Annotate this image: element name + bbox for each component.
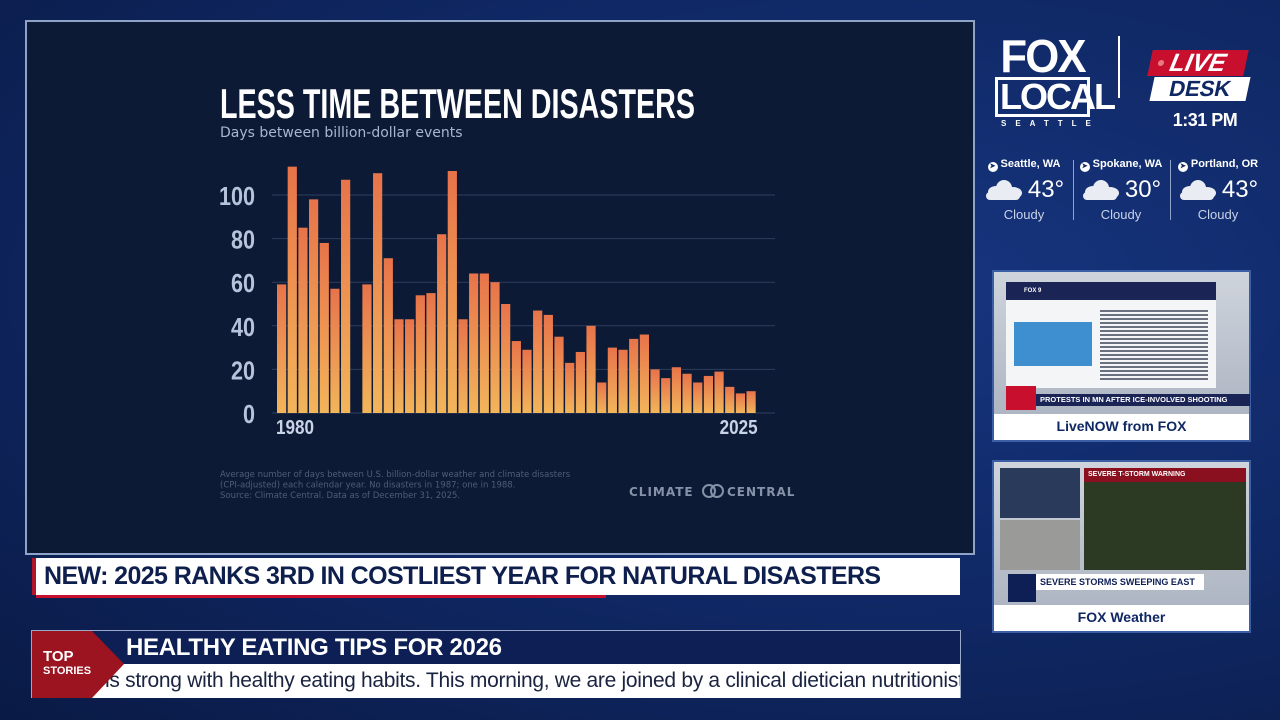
- bar-1991: [383, 258, 393, 413]
- location-pin-icon: ➤: [1177, 162, 1188, 172]
- chart-title: LESS TIME BETWEEN DISASTERS: [220, 80, 695, 127]
- bar-2006: [543, 314, 553, 413]
- bar-1980: [277, 284, 287, 413]
- bar-2011: [597, 382, 607, 413]
- y-tick-label: 80: [231, 225, 255, 255]
- chart-footnote: (CPI-adjusted) each calendar year. No di…: [220, 481, 515, 491]
- bar-2012: [607, 347, 617, 413]
- y-tick-label: 40: [231, 312, 255, 342]
- location-pin-icon: ➤: [1079, 162, 1090, 172]
- x-tick-label: 2025: [720, 417, 758, 439]
- live-badge: LIVE: [1147, 49, 1249, 77]
- bar-2017: [661, 378, 671, 413]
- bar-1994: [415, 295, 425, 413]
- bar-1986: [341, 179, 351, 413]
- fox-local-seattle-logo: FOX LOCAL SEATTLE: [995, 33, 1116, 131]
- bar-1999: [469, 273, 479, 413]
- weather-portland: ➤ Portland, OR 43° Cloudy: [1170, 157, 1266, 223]
- story-title: HEALTHY EATING TIPS FOR 2026: [126, 634, 502, 661]
- bar-1985: [330, 288, 340, 413]
- weather-seattle: ➤ Seattle, WA 43° Cloudy: [976, 157, 1072, 223]
- bar-1982: [298, 227, 308, 413]
- fox-weather-inset[interactable]: SEVERE T-STORM WARNING SEVERE STORMS SWE…: [992, 460, 1251, 633]
- bar-2024: [735, 393, 746, 413]
- divider: [1073, 160, 1074, 220]
- accent-underline: [36, 595, 606, 598]
- bar-2010: [586, 325, 596, 413]
- bar-2004: [522, 349, 532, 413]
- climate-central-logo: CLIMATE CENTRAL: [629, 484, 795, 499]
- clock: 1:31 PM: [1172, 110, 1238, 130]
- bar-1983: [309, 199, 319, 413]
- desk-badge: DESK: [1149, 76, 1251, 101]
- bar-2003: [511, 341, 521, 413]
- bar-1992: [394, 319, 404, 413]
- bar-2008: [565, 362, 575, 413]
- bar-2013: [618, 349, 628, 413]
- location-pin-icon: ➤: [987, 162, 998, 172]
- bar-1989: [362, 284, 372, 413]
- bar-2021: [703, 375, 713, 413]
- chart-footnote: Source: Climate Central. Data as of Dece…: [220, 491, 460, 501]
- bar-1981: [287, 166, 297, 413]
- bar-chart: LESS TIME BETWEEN DISASTERS Days between…: [219, 80, 795, 501]
- bar-2007: [554, 336, 564, 413]
- cloud-icon: [984, 180, 1022, 200]
- y-tick-label: 0: [243, 399, 255, 429]
- bar-1997: [447, 171, 457, 413]
- livenow-preview[interactable]: FOX 9 PROTESTS IN MN AFTER ICE-INVOLVED …: [994, 272, 1250, 414]
- bar-2025: [746, 391, 756, 413]
- bar-2023: [725, 386, 735, 413]
- divider: [1118, 36, 1120, 98]
- bar-2015: [639, 334, 649, 413]
- bar-1993: [405, 319, 415, 413]
- bar-1984: [319, 242, 329, 413]
- chart-footnote: Average number of days between U.S. bill…: [220, 470, 571, 480]
- chart-subtitle: Days between billion-dollar events: [220, 125, 463, 141]
- y-tick-label: 60: [231, 268, 255, 298]
- y-tick-label: 20: [231, 355, 255, 385]
- headline-lower-third: NEW: 2025 RANKS 3RD IN COSTLIEST YEAR FO…: [32, 558, 960, 598]
- chart-panel: LESS TIME BETWEEN DISASTERS Days between…: [25, 20, 975, 555]
- bar-2000: [479, 273, 489, 413]
- bar-1996: [437, 234, 447, 413]
- bar-1998: [458, 319, 468, 413]
- svg-text:CENTRAL: CENTRAL: [727, 485, 795, 499]
- bar-1990: [373, 173, 383, 413]
- bar-2018: [671, 367, 681, 413]
- news-crawl: ns strong with healthy eating habits. Th…: [98, 669, 960, 692]
- livenow-inset[interactable]: FOX 9 PROTESTS IN MN AFTER ICE-INVOLVED …: [992, 270, 1251, 442]
- bar-2016: [650, 369, 660, 413]
- bar-2002: [501, 304, 511, 413]
- cloud-icon: [1178, 180, 1216, 200]
- bar-1995: [426, 293, 436, 413]
- weather-spokane: ➤ Spokane, WA 30° Cloudy: [1073, 157, 1169, 223]
- bar-2019: [682, 373, 692, 413]
- divider: [1170, 160, 1171, 220]
- svg-text:CLIMATE: CLIMATE: [629, 485, 694, 499]
- bar-2020: [693, 382, 703, 413]
- x-tick-label: 1980: [276, 417, 314, 439]
- bar-2005: [533, 310, 543, 413]
- bar-2009: [575, 351, 585, 413]
- top-stories-ticker: HEALTHY EATING TIPS FOR 2026 ns strong w…: [31, 630, 961, 698]
- fox-weather-preview[interactable]: SEVERE T-STORM WARNING SEVERE STORMS SWE…: [994, 462, 1249, 605]
- bar-2014: [629, 338, 639, 413]
- cloud-icon: [1081, 180, 1119, 200]
- live-dot-icon: [1157, 60, 1165, 66]
- y-tick-label: 100: [219, 181, 255, 211]
- bar-2001: [490, 282, 500, 413]
- bar-2022: [714, 371, 724, 413]
